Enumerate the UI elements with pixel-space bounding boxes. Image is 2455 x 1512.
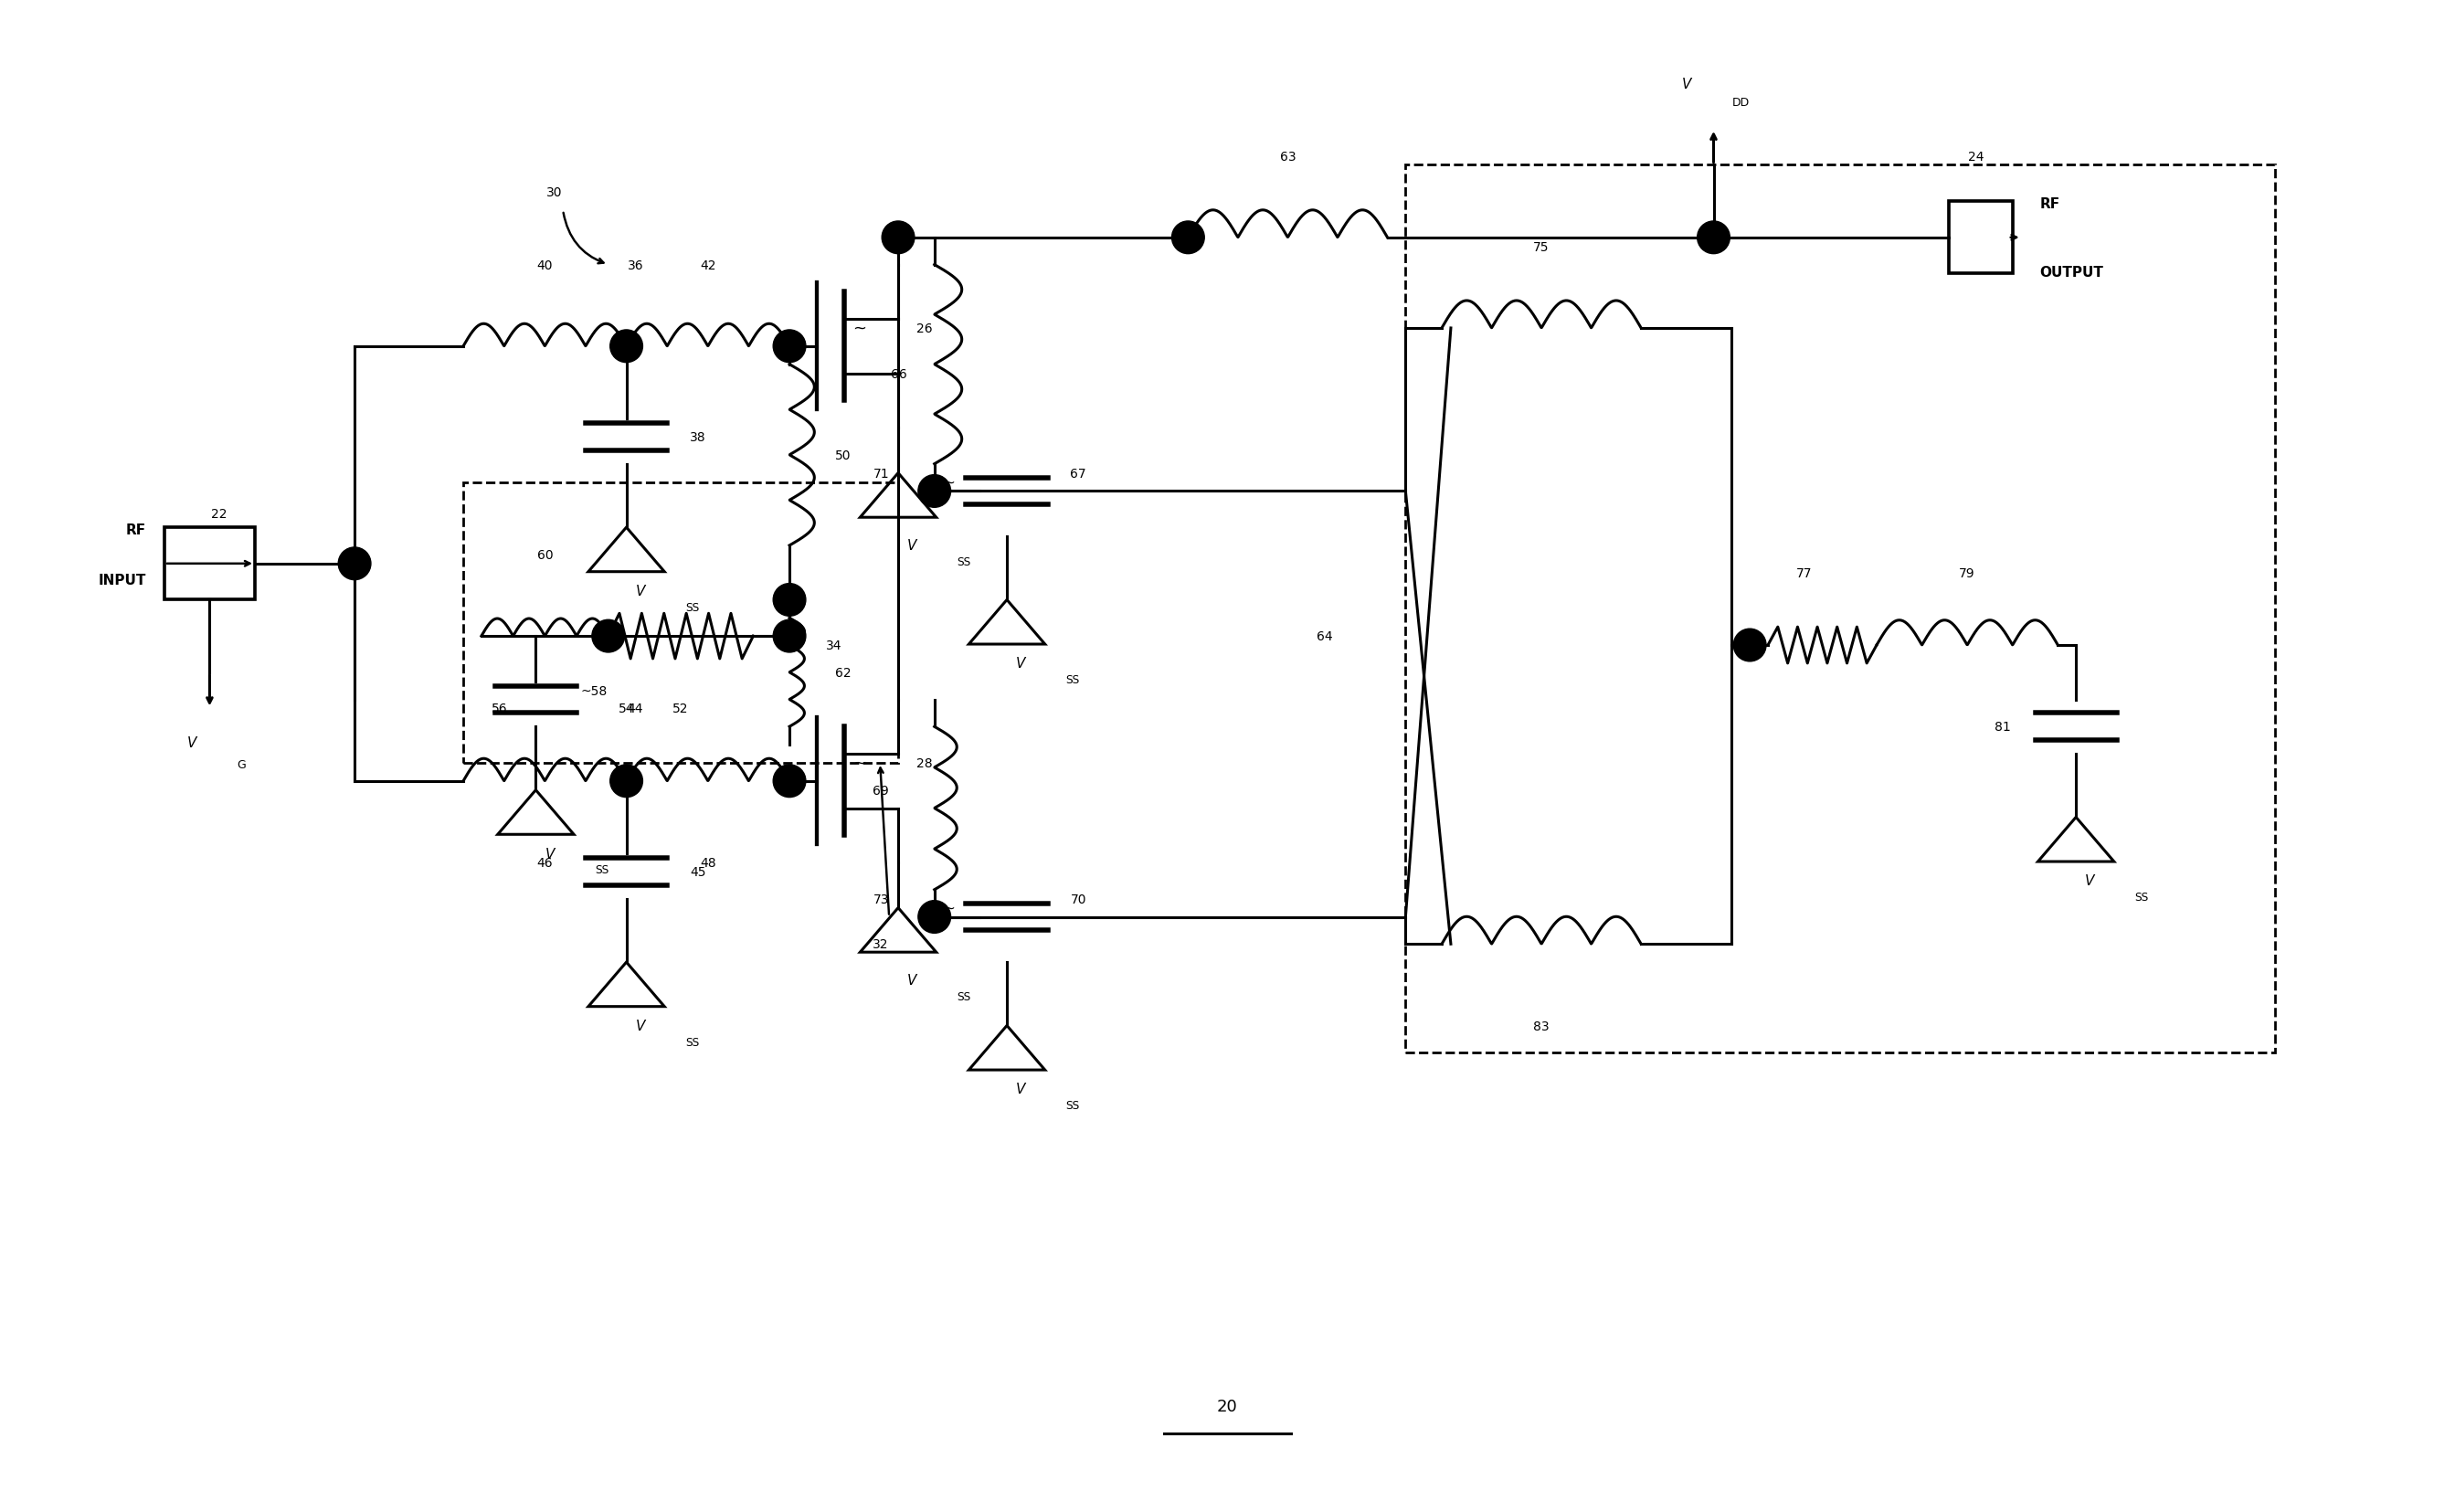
Text: 75: 75 [1534, 240, 1549, 254]
Text: 50: 50 [835, 449, 852, 461]
Text: 83: 83 [1534, 1019, 1549, 1033]
Text: 36: 36 [628, 259, 643, 272]
Text: 44: 44 [628, 703, 643, 715]
Text: 73: 73 [874, 892, 889, 906]
Text: 24: 24 [1969, 150, 1984, 163]
Circle shape [881, 222, 913, 254]
Text: V: V [545, 847, 555, 860]
Text: 79: 79 [1959, 567, 1976, 579]
Bar [1949, 203, 2013, 274]
Text: SS: SS [957, 990, 972, 1002]
Text: DD: DD [1731, 97, 1750, 109]
Text: V: V [2084, 874, 2094, 888]
Text: 54: 54 [619, 703, 633, 715]
Text: RF: RF [125, 523, 147, 537]
Text: 70: 70 [1070, 892, 1085, 906]
Text: SS: SS [2136, 891, 2148, 903]
Text: V: V [908, 540, 916, 553]
Text: 38: 38 [690, 431, 707, 443]
Circle shape [592, 620, 624, 653]
Text: V: V [187, 736, 196, 750]
Text: 67: 67 [1070, 467, 1088, 479]
Text: 26: 26 [916, 322, 933, 336]
Text: 63: 63 [1279, 150, 1296, 163]
Text: V: V [908, 974, 916, 987]
Text: 48: 48 [700, 856, 717, 869]
Text: 69: 69 [874, 785, 889, 797]
Text: 34: 34 [825, 640, 842, 652]
Circle shape [1733, 629, 1765, 662]
Text: ~: ~ [943, 476, 955, 490]
Circle shape [918, 475, 950, 508]
Text: SS: SS [1065, 674, 1080, 686]
Text: 71: 71 [874, 467, 889, 479]
Text: 66: 66 [891, 367, 908, 381]
Text: 28: 28 [916, 758, 933, 770]
Circle shape [609, 331, 643, 363]
Text: ~: ~ [852, 321, 867, 337]
Text: ~58: ~58 [582, 685, 609, 697]
Text: SS: SS [685, 602, 700, 614]
Text: 64: 64 [1316, 631, 1333, 643]
Circle shape [1696, 222, 1731, 254]
Text: 56: 56 [491, 703, 508, 715]
Text: 77: 77 [1797, 567, 1812, 579]
Text: SS: SS [957, 556, 972, 569]
Text: SS: SS [1065, 1099, 1080, 1111]
Text: 42: 42 [700, 259, 717, 272]
Text: SS: SS [594, 865, 609, 875]
Text: ~: ~ [852, 754, 867, 771]
Text: V: V [1016, 1083, 1026, 1096]
Text: 62: 62 [835, 667, 852, 679]
Text: OUTPUT: OUTPUT [2040, 265, 2104, 280]
Text: V: V [636, 1019, 646, 1033]
Text: INPUT: INPUT [98, 573, 147, 587]
Text: ~: ~ [943, 901, 955, 915]
Circle shape [773, 620, 805, 653]
Text: 22: 22 [211, 508, 226, 520]
Circle shape [1171, 222, 1205, 254]
Text: 81: 81 [1993, 721, 2011, 733]
Text: RF: RF [2040, 197, 2060, 212]
Circle shape [918, 901, 950, 933]
Bar [464, 482, 899, 764]
Bar [164, 528, 255, 600]
Text: V: V [636, 584, 646, 599]
Text: 30: 30 [545, 186, 562, 200]
Text: 20: 20 [1218, 1399, 1237, 1414]
Text: 45: 45 [690, 865, 705, 878]
Circle shape [609, 765, 643, 798]
Circle shape [773, 584, 805, 617]
Circle shape [773, 331, 805, 363]
Text: 52: 52 [673, 703, 690, 715]
Circle shape [773, 765, 805, 798]
Text: V: V [1016, 656, 1026, 670]
Text: 32: 32 [872, 937, 889, 951]
Text: G: G [236, 759, 246, 771]
Text: 46: 46 [538, 856, 552, 869]
Text: 40: 40 [538, 259, 552, 272]
Text: 60: 60 [538, 549, 552, 561]
Circle shape [339, 547, 371, 581]
Text: V: V [1682, 77, 1691, 91]
Text: SS: SS [685, 1036, 700, 1048]
Bar [1407, 166, 2276, 1052]
